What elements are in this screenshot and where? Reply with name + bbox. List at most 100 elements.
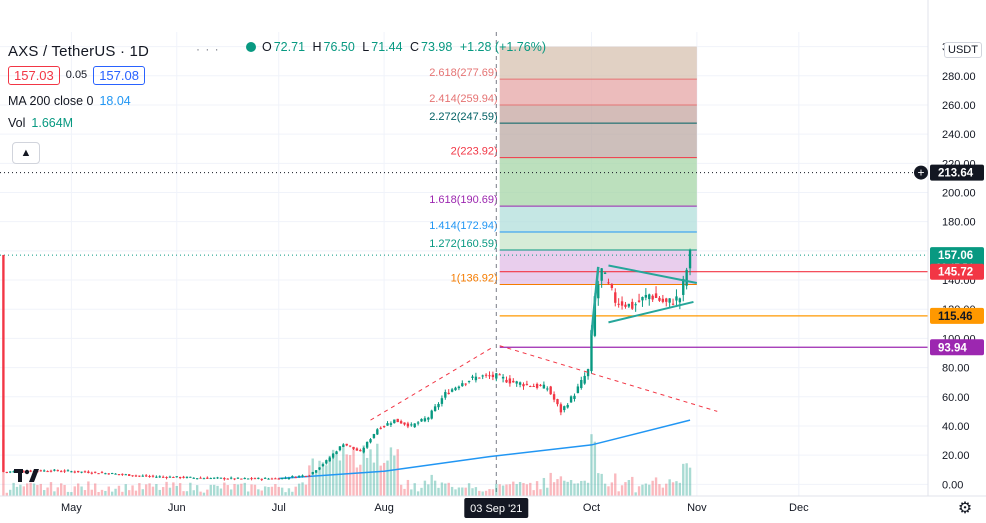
volume-bar	[525, 484, 529, 496]
volume-bar	[104, 490, 107, 496]
candle-body	[134, 475, 138, 477]
candle-body	[284, 477, 287, 479]
candle-body	[325, 460, 328, 464]
settings-gear-icon[interactable]: ⚙	[957, 500, 973, 517]
volume-bar	[168, 487, 172, 496]
volume-bar	[165, 481, 168, 496]
candle-body	[5, 471, 8, 473]
volume-bar	[498, 484, 501, 496]
volume-bar	[610, 482, 614, 496]
candle-body	[654, 293, 658, 298]
collapse-legend-button[interactable]: ▲	[12, 142, 40, 164]
ask-price[interactable]: 157.08	[93, 65, 145, 85]
candle-body	[141, 475, 144, 477]
candle-body	[158, 476, 161, 478]
volume-bar	[226, 485, 229, 496]
volume-bar	[671, 482, 675, 496]
candle-body	[637, 300, 641, 302]
price-tick-label: 200.00	[942, 188, 976, 200]
volume-bar	[15, 486, 19, 496]
ma-indicator-label[interactable]: MA 200 close 0	[8, 94, 94, 108]
candle-body	[634, 304, 637, 306]
volume-bar	[532, 490, 535, 496]
symbol-title[interactable]: AXS / TetherUS · 1D	[8, 42, 150, 60]
volume-bar	[206, 489, 209, 496]
candle-body	[586, 369, 590, 377]
volume-bar	[70, 492, 73, 496]
price-axis-tag-label: 157.06	[938, 250, 973, 262]
candle-body	[665, 298, 668, 302]
volume-bar	[202, 492, 206, 496]
candle-body	[668, 298, 671, 303]
candle-body	[518, 382, 522, 385]
volume-bar	[410, 489, 413, 496]
candle-body	[172, 476, 175, 478]
volume-bar	[481, 491, 484, 496]
candle-body	[206, 477, 209, 479]
candle-body	[580, 380, 583, 389]
volume-bar	[447, 482, 450, 496]
candle-body	[161, 476, 165, 478]
candle-body	[644, 294, 648, 298]
candle-body	[229, 477, 233, 479]
volume-bar	[546, 487, 549, 496]
volume-bar	[617, 491, 620, 496]
candle-body	[501, 376, 505, 379]
volume-bar	[22, 486, 25, 496]
fib-level-label: 1(136.92)	[451, 273, 498, 285]
volume-bar	[90, 489, 93, 496]
candle-body	[410, 424, 413, 426]
bid-price[interactable]: 157.03	[8, 65, 60, 85]
volume-bar	[552, 482, 556, 496]
candle-body	[104, 473, 107, 475]
candle-body	[467, 380, 471, 382]
volume-bar	[97, 492, 100, 496]
month-tick-label: Dec	[789, 502, 809, 514]
volume-bar	[488, 489, 491, 496]
candle-body	[382, 426, 386, 428]
volume-bar	[685, 463, 688, 496]
tradingview-logo-icon[interactable]	[14, 466, 40, 484]
candle-body	[226, 478, 229, 480]
volume-bar	[362, 445, 365, 496]
volume-bar	[450, 486, 454, 496]
volume-bar	[291, 491, 294, 496]
volume-bar	[141, 489, 144, 496]
candle-body	[202, 478, 206, 480]
volume-bar	[280, 487, 284, 496]
volume-indicator-label[interactable]: Vol	[8, 116, 26, 130]
candle-body	[648, 294, 651, 300]
volume-bar	[240, 483, 243, 496]
volume-bar	[651, 480, 654, 496]
volume-bar	[620, 485, 624, 496]
candle-body	[345, 443, 348, 446]
currency-label[interactable]: USDT	[944, 42, 982, 58]
add-alert-plus: +	[917, 166, 924, 180]
candle-body	[338, 446, 342, 451]
volume-bar	[542, 477, 546, 496]
price-axis-tag-label: 213.64	[938, 168, 974, 180]
candle-body	[178, 477, 182, 479]
candle-body	[362, 447, 365, 453]
candle-body	[63, 470, 66, 472]
volume-bar	[49, 482, 53, 496]
candle-body	[267, 478, 270, 480]
volume-bar	[110, 491, 114, 496]
volume-bar	[185, 491, 189, 496]
volume-bar	[93, 483, 97, 496]
volume-indicator-value: 1.664M	[31, 116, 74, 130]
time-axis: May Jun Jul Aug Oct Nov Dec 03 Sep '21	[0, 495, 986, 523]
volume-bar	[648, 484, 651, 496]
volume-bar	[471, 488, 474, 496]
candlesticks	[2, 248, 692, 482]
candle-body	[481, 375, 484, 377]
fib-zone	[499, 46, 697, 80]
candle-body	[590, 330, 593, 372]
more-dots-icon[interactable]: · · ·	[196, 42, 220, 56]
candle-body	[246, 478, 250, 480]
candle-body	[257, 477, 260, 479]
candle-body	[495, 373, 498, 379]
volume-bar	[420, 487, 423, 496]
candle-body	[433, 406, 437, 412]
